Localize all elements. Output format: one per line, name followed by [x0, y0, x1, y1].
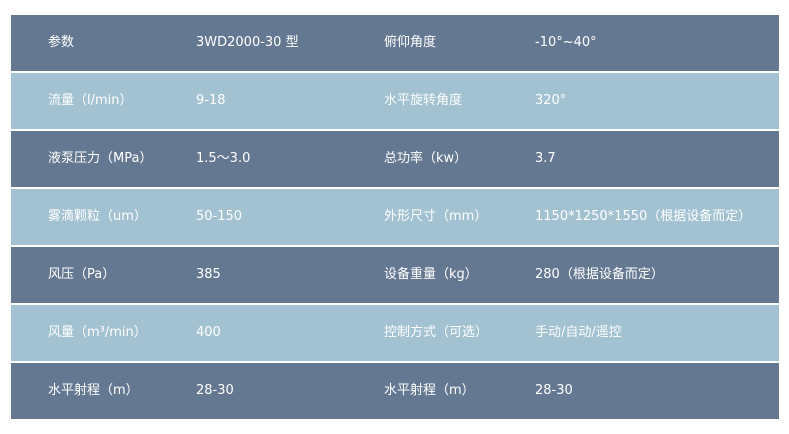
table-row: 风量（m³/min） 400 控制方式（可选） 手动/自动/遥控	[11, 305, 779, 361]
table-row: 风压（Pa） 385 设备重量（kg） 280（根据设备而定）	[11, 247, 779, 303]
param-value: 50-150	[196, 209, 243, 224]
param-label: 风量（m³/min）	[48, 325, 147, 340]
table-row: 参数 3WD2000-30 型 俯仰角度 -10°~40°	[11, 15, 779, 71]
param-value: 28-30	[196, 383, 234, 398]
param-label: 雾滴颗粒（um）	[48, 209, 147, 224]
param-label: 控制方式（可选）	[384, 325, 489, 340]
param-label: 流量（l/min）	[48, 93, 133, 108]
spec-table: 参数 3WD2000-30 型 俯仰角度 -10°~40° 流量（l/min） …	[11, 15, 779, 421]
param-value: -10°~40°	[535, 35, 597, 50]
param-value: 28-30	[535, 383, 573, 398]
param-label: 外形尺寸（mm）	[384, 209, 488, 224]
param-label: 俯仰角度	[384, 35, 437, 50]
table-row: 水平射程（m） 28-30 水平射程（m） 28-30	[11, 363, 779, 419]
param-value: 320°	[535, 93, 567, 108]
param-value: 280（根据设备而定）	[535, 267, 664, 282]
param-label: 水平射程（m）	[384, 383, 475, 398]
param-label: 液泵压力（MPa）	[48, 151, 153, 166]
param-label: 设备重量（kg）	[384, 267, 478, 282]
param-value: 400	[196, 325, 221, 340]
param-value: 9-18	[196, 93, 226, 108]
param-label: 水平射程（m）	[48, 383, 139, 398]
table-row: 液泵压力（MPa） 1.5～3.0 总功率（kw） 3.7	[11, 131, 779, 187]
param-label: 水平旋转角度	[384, 93, 463, 108]
param-label: 风压（Pa）	[48, 267, 116, 282]
param-label: 参数	[48, 35, 75, 50]
param-value: 1.5～3.0	[196, 151, 251, 166]
table-row: 流量（l/min） 9-18 水平旋转角度 320°	[11, 73, 779, 129]
param-value: 手动/自动/遥控	[535, 325, 622, 340]
param-label: 总功率（kw）	[384, 151, 468, 166]
param-value: 3WD2000-30 型	[196, 35, 299, 50]
param-value: 385	[196, 267, 221, 282]
param-value: 3.7	[535, 151, 556, 166]
table-row: 雾滴颗粒（um） 50-150 外形尺寸（mm） 1150*1250*1550（…	[11, 189, 779, 245]
param-value: 1150*1250*1550（根据设备而定）	[535, 209, 752, 224]
